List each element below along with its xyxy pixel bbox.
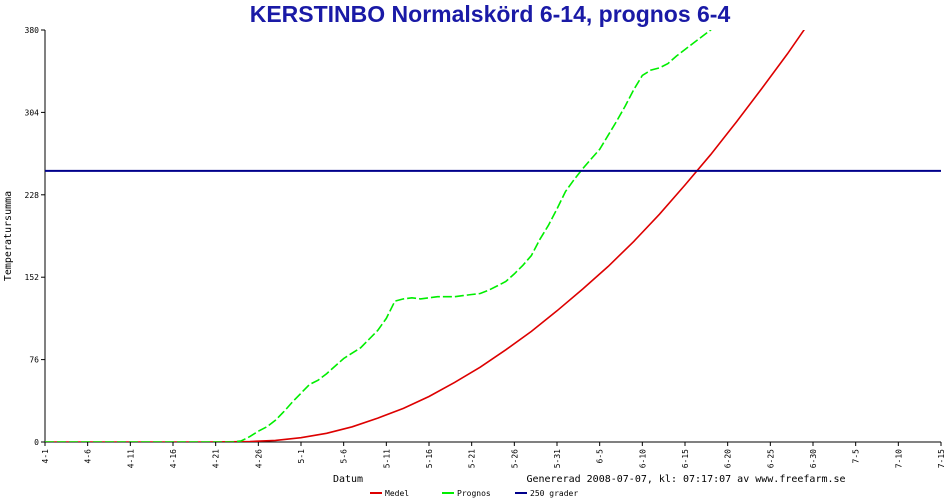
x-tick-label: 7-10	[894, 449, 903, 468]
series-line-prognos	[45, 30, 712, 442]
x-tick-label: 4-26	[254, 449, 263, 468]
x-tick-label: 5-21	[468, 449, 477, 468]
x-tick-label: 5-26	[510, 449, 519, 468]
x-tick-label: 4-21	[212, 449, 221, 468]
x-tick-label: 4-6	[84, 449, 93, 464]
x-tick-label: 5-6	[340, 449, 349, 464]
legend-label: Prognos	[457, 489, 491, 498]
legend: Medel Prognos 250 grader	[370, 489, 578, 498]
x-tick-label: 6-15	[681, 449, 690, 468]
legend-label: Medel	[385, 489, 409, 498]
y-tick-label: 380	[25, 26, 40, 35]
footer-text: Genererad 2008-07-07, kl: 07:17:07 av ww…	[526, 474, 845, 485]
x-tick-label: 6-5	[596, 449, 605, 464]
series-layer	[45, 30, 941, 442]
x-axis-label: Datum	[333, 474, 363, 485]
x-tick-label: 4-16	[169, 449, 178, 468]
x-tick-label: 5-11	[382, 449, 391, 468]
y-tick-label: 152	[25, 273, 40, 282]
x-ticks: 4-1 4-6 4-11 4-16 4-21 4-26 5-1 5-6 5-11 5-16 5-21…	[41, 442, 946, 468]
y-tick-label: 0	[34, 438, 39, 447]
x-tick-label: 5-31	[553, 449, 562, 468]
y-tick-label: 228	[25, 191, 40, 200]
x-tick-label: 5-16	[425, 449, 434, 468]
x-tick-label: 5-1	[297, 449, 306, 464]
legend-label: 250 grader	[530, 489, 578, 498]
series-line-medel	[45, 30, 805, 442]
x-tick-label: 6-10	[638, 449, 647, 468]
x-tick-label: 6-25	[766, 449, 775, 468]
x-tick-label: 7-5	[852, 449, 861, 464]
x-tick-label: 4-1	[41, 449, 50, 464]
y-tick-label: 304	[25, 108, 40, 117]
y-axis-label: Temperatursumma	[3, 191, 14, 281]
chart-title: KERSTINBO Normalskörd 6-14, prognos 6-4	[250, 1, 731, 27]
y-tick-label: 76	[29, 356, 39, 365]
x-tick-label: 7-15	[937, 449, 946, 468]
y-ticks: 0 76 152 228 304 380	[25, 26, 45, 447]
x-tick-label: 6-30	[809, 449, 818, 468]
x-tick-label: 6-20	[724, 449, 733, 468]
x-tick-label: 4-11	[126, 449, 135, 468]
